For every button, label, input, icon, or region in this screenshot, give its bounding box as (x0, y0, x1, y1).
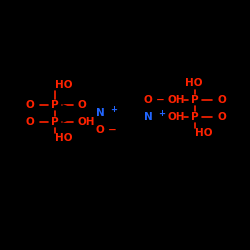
Text: P: P (191, 95, 199, 105)
Text: −: − (156, 95, 165, 105)
Text: OH: OH (168, 112, 185, 122)
Text: P: P (51, 100, 59, 110)
Text: O: O (78, 100, 87, 110)
Text: HO: HO (55, 133, 72, 143)
Text: HO: HO (195, 128, 212, 138)
Text: +: + (110, 104, 117, 114)
Text: N: N (96, 108, 104, 118)
Text: O: O (218, 95, 227, 105)
Text: P: P (51, 117, 59, 127)
Text: +: + (158, 108, 165, 118)
Text: O: O (26, 117, 34, 127)
Text: OH: OH (168, 95, 185, 105)
Text: O: O (96, 125, 104, 135)
Text: O: O (144, 95, 152, 105)
Text: HO: HO (185, 78, 202, 88)
Text: O: O (26, 100, 34, 110)
Text: −: − (108, 125, 117, 135)
Text: O: O (218, 112, 227, 122)
Text: P: P (191, 112, 199, 122)
Text: OH: OH (78, 117, 96, 127)
Text: HO: HO (55, 80, 72, 90)
Text: N: N (144, 112, 152, 122)
